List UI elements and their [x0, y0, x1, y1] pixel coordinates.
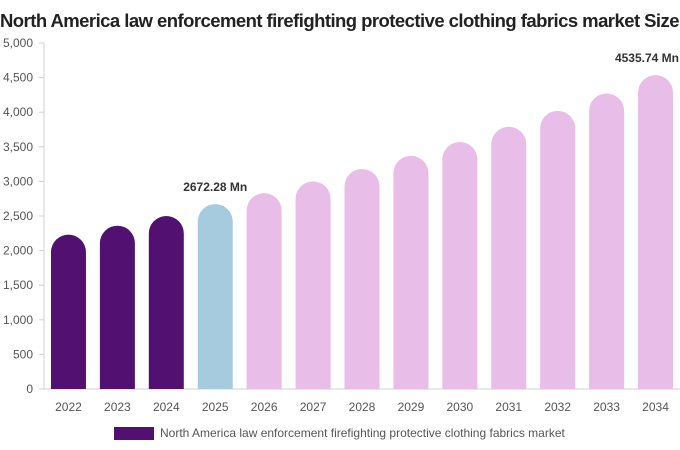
x-tick-label: 2026 [251, 400, 278, 414]
x-tick-label: 2027 [300, 400, 327, 414]
bar-2024 [148, 216, 184, 389]
data-labels: 2672.28 Mn 4535.74 Mn [183, 51, 679, 194]
y-tick-label: 1,000 [3, 313, 33, 327]
bars [50, 75, 674, 390]
x-tick-label: 2024 [153, 400, 180, 414]
bar-2022 [50, 234, 86, 389]
x-tick-label: 2023 [104, 400, 131, 414]
data-label-2034: 4535.74 Mn [615, 51, 679, 65]
bar-2032 [540, 110, 576, 390]
bar-2023 [99, 225, 135, 389]
x-tick-label: 2033 [593, 400, 620, 414]
y-tick-label: 4,000 [3, 105, 33, 119]
legend-label: North America law enforcement firefighti… [160, 426, 566, 440]
bar-2031 [491, 126, 527, 389]
x-tick-label: 2031 [495, 400, 522, 414]
bar-2033 [589, 93, 625, 390]
y-tick-label: 0 [26, 382, 33, 396]
legend-swatch [114, 427, 154, 440]
y-tick-label: 500 [13, 347, 33, 361]
bar-2026 [246, 193, 282, 389]
y-tick-label: 1,500 [3, 278, 33, 292]
x-tick-label: 2028 [349, 400, 376, 414]
y-tick-label: 3,000 [3, 174, 33, 188]
legend: North America law enforcement firefighti… [114, 426, 566, 440]
bar-2028 [344, 168, 380, 389]
bar-2027 [295, 181, 331, 389]
x-tick-label: 2034 [642, 400, 669, 414]
x-tick-label: 2025 [202, 400, 229, 414]
x-tick-label: 2032 [544, 400, 571, 414]
x-tick-label: 2030 [446, 400, 473, 414]
chart-title: North America law enforcement firefighti… [0, 10, 680, 31]
x-tick-label: 2022 [55, 400, 82, 414]
y-tick-label: 4,500 [3, 71, 33, 85]
y-tick-label: 2,000 [3, 244, 33, 258]
y-axis: 0 500 1,000 1,500 2,000 2,500 3,000 3,500 4,000 4… [3, 36, 45, 396]
y-tick-label: 5,000 [3, 36, 33, 50]
y-tick-label: 2,500 [3, 209, 33, 223]
data-label-2025: 2672.28 Mn [183, 180, 247, 194]
x-axis: 2022 2023 2024 2025 2026 2027 2028 2029 2030 2031… [44, 388, 680, 414]
y-tick-label: 3,500 [3, 140, 33, 154]
x-tick-label: 2029 [398, 400, 425, 414]
bar-2029 [393, 155, 429, 389]
bar-2034 [638, 75, 674, 389]
bar-2030 [442, 141, 478, 389]
bar-2025 [197, 204, 233, 389]
